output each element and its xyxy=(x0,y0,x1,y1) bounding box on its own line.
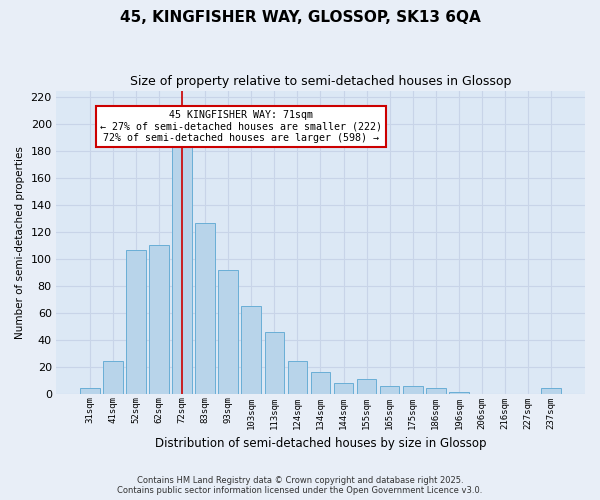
Bar xyxy=(80,388,100,394)
Bar xyxy=(149,246,169,394)
Y-axis label: Number of semi-detached properties: Number of semi-detached properties xyxy=(15,146,25,338)
Bar xyxy=(287,362,307,394)
Bar xyxy=(241,306,261,394)
Bar xyxy=(126,250,146,394)
Bar xyxy=(449,392,469,394)
Title: Size of property relative to semi-detached houses in Glossop: Size of property relative to semi-detach… xyxy=(130,75,511,88)
Bar xyxy=(357,379,376,394)
Bar xyxy=(172,147,192,394)
Bar xyxy=(218,270,238,394)
Bar xyxy=(311,372,330,394)
Bar xyxy=(541,388,561,394)
Bar xyxy=(196,222,215,394)
Bar xyxy=(265,332,284,394)
Text: 45, KINGFISHER WAY, GLOSSOP, SK13 6QA: 45, KINGFISHER WAY, GLOSSOP, SK13 6QA xyxy=(119,10,481,25)
X-axis label: Distribution of semi-detached houses by size in Glossop: Distribution of semi-detached houses by … xyxy=(155,437,486,450)
Bar xyxy=(103,362,122,394)
Bar xyxy=(403,386,422,394)
Bar xyxy=(380,386,400,394)
Bar xyxy=(426,388,446,394)
Text: Contains HM Land Registry data © Crown copyright and database right 2025.
Contai: Contains HM Land Registry data © Crown c… xyxy=(118,476,482,495)
Text: 45 KINGFISHER WAY: 71sqm
← 27% of semi-detached houses are smaller (222)
72% of : 45 KINGFISHER WAY: 71sqm ← 27% of semi-d… xyxy=(100,110,382,144)
Bar xyxy=(334,383,353,394)
